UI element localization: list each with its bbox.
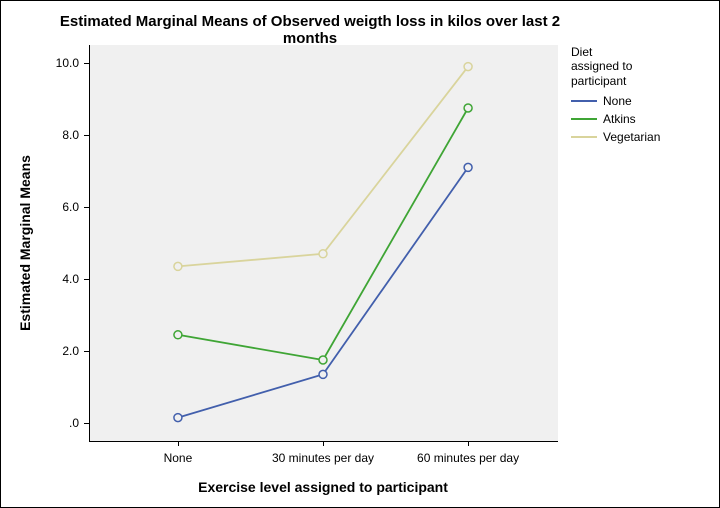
series-marker [174,331,182,339]
x-tick-label: 60 minutes per day [417,451,519,465]
series-marker [174,262,182,270]
series-line [178,67,468,267]
series-marker [174,414,182,422]
y-axis-label: Estimated Marginal Means [17,155,33,331]
legend-item: Atkins [571,112,660,126]
y-tick-mark [84,279,89,280]
x-tick-mark [323,441,324,446]
series-marker [319,370,327,378]
series-marker [319,250,327,258]
legend-label: Atkins [603,112,636,126]
legend-label: Vegetarian [603,130,660,144]
series-marker [464,63,472,71]
y-tick-label: 8.0 [49,128,79,142]
y-tick-mark [84,351,89,352]
legend-label: None [603,94,632,108]
x-axis-label: Exercise level assigned to participant [89,479,557,495]
series-marker [464,163,472,171]
legend-swatch [571,118,597,120]
legend-item: Vegetarian [571,130,660,144]
x-tick-label: None [164,451,193,465]
y-tick-mark [84,135,89,136]
y-tick-mark [84,423,89,424]
series-marker [319,356,327,364]
y-tick-label: 2.0 [49,344,79,358]
legend-title: Dietassigned toparticipant [571,45,660,88]
y-tick-label: 10.0 [49,56,79,70]
y-tick-label: 4.0 [49,272,79,286]
series-marker [464,104,472,112]
legend: Dietassigned toparticipant None Atkins Veg… [571,45,660,148]
legend-swatch [571,136,597,138]
legend-item: None [571,94,660,108]
series-line [178,108,468,360]
y-tick-mark [84,63,89,64]
legend-swatch [571,100,597,102]
chart-container: Estimated Marginal Means of Observed wei… [0,0,720,508]
y-tick-mark [84,207,89,208]
y-tick-label: 6.0 [49,200,79,214]
x-tick-mark [468,441,469,446]
y-tick-label: .0 [49,416,79,430]
x-tick-label: 30 minutes per day [272,451,374,465]
x-tick-mark [178,441,179,446]
series-line [178,167,468,417]
